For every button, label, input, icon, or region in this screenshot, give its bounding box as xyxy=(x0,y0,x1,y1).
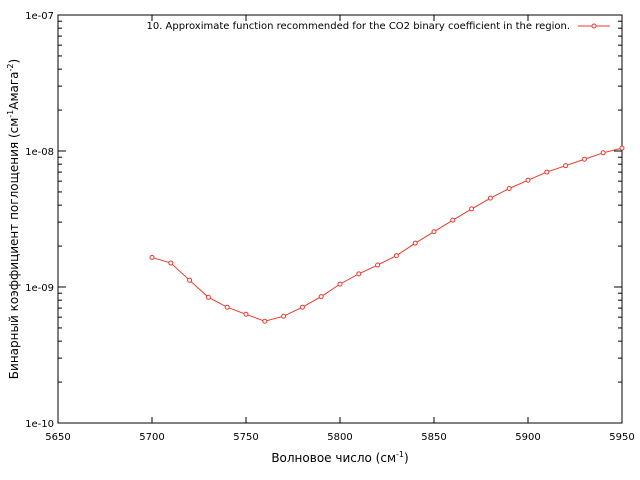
data-point xyxy=(563,163,569,169)
data-point xyxy=(450,217,456,223)
data-point xyxy=(487,195,493,201)
x-tick-label: 5800 xyxy=(327,432,352,443)
data-point xyxy=(337,281,343,287)
legend-marker-sample xyxy=(591,23,597,29)
data-point xyxy=(168,260,174,266)
data-point xyxy=(525,177,531,183)
data-point xyxy=(393,253,399,259)
data-point xyxy=(224,304,230,310)
y-axis-ticks: 1e-10 1e-09 1e-08 1e-07 xyxy=(25,11,622,430)
data-point xyxy=(262,318,268,324)
data-point xyxy=(149,254,155,260)
x-tick-label: 5650 xyxy=(45,432,70,443)
data-point xyxy=(243,311,249,317)
y-tick-label: 1e-10 xyxy=(25,419,54,430)
legend: 10. Approximate function recommended for… xyxy=(146,21,610,32)
data-point xyxy=(469,206,475,212)
data-point xyxy=(299,304,305,310)
data-point xyxy=(581,156,587,162)
data-point xyxy=(356,271,362,277)
x-tick-label: 5900 xyxy=(515,432,540,443)
data-point xyxy=(506,185,512,191)
data-point xyxy=(544,169,550,175)
data-point xyxy=(281,313,287,319)
x-tick-label: 5850 xyxy=(421,432,446,443)
data-point xyxy=(431,229,437,235)
y-tick-label: 1e-07 xyxy=(25,11,54,22)
data-point xyxy=(619,145,625,151)
x-tick-label: 5750 xyxy=(233,432,258,443)
x-axis-ticks: 5650 5700 5750 5800 5850 5900 5950 xyxy=(45,15,635,443)
x-axis-label: Волновое число (см-1) xyxy=(271,450,408,465)
data-point xyxy=(318,294,324,300)
x-tick-label: 5700 xyxy=(139,432,164,443)
data-point xyxy=(187,277,193,283)
y-axis-label: Бинарный коэффициент поглощения (см-1Ама… xyxy=(6,59,21,379)
x-tick-label: 5950 xyxy=(609,432,634,443)
data-point xyxy=(205,294,211,300)
legend-label: 10. Approximate function recommended for… xyxy=(146,21,570,32)
series-layer xyxy=(149,145,625,324)
data-point xyxy=(412,240,418,246)
data-point xyxy=(375,262,381,268)
y-tick-label: 1e-08 xyxy=(25,147,54,158)
series-line xyxy=(151,147,623,322)
y-tick-label: 1e-09 xyxy=(25,283,54,294)
data-point xyxy=(600,150,606,156)
plot-frame xyxy=(57,14,623,424)
